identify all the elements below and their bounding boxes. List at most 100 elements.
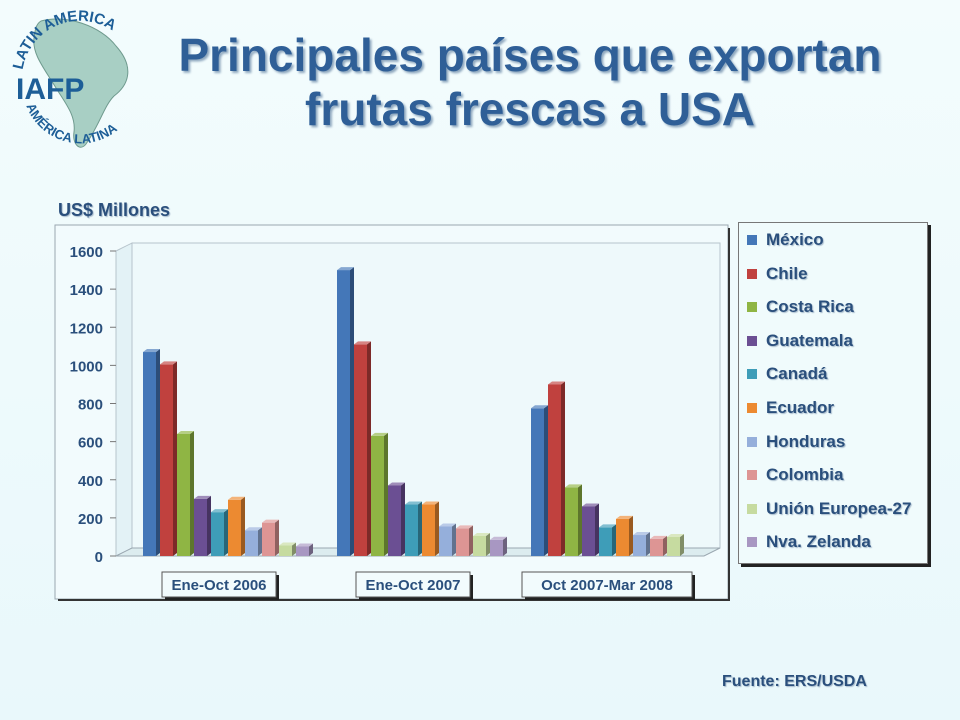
bar-top [371,432,388,436]
bar-side [367,341,371,556]
bar-side [241,496,245,556]
bar-top [160,361,177,365]
bar-side [469,525,473,556]
chart-legend: México Chile Costa Rica Guatemala Canadá Ecua… [738,222,928,564]
legend-label: Unión Europea-27 [766,498,912,518]
plot-frame-shadow [58,228,730,601]
bar-front [228,499,241,556]
y-tick-label: 1000 [70,358,103,375]
bar-side [663,535,667,556]
iafp-logo: IAFP LATIN AMERICA AMÉRICA LATINA [10,8,129,148]
bar-side [578,484,582,556]
bar-front [490,539,503,556]
bar-top [354,341,371,345]
bar-front [531,408,544,556]
bar [599,524,616,556]
bar-front [177,434,190,556]
bar-top [599,524,616,528]
y-axis-label: US$ Millones [58,200,171,220]
bar-top [582,503,599,507]
bar-top [405,501,422,505]
side-wall [115,242,133,557]
category-label-box [161,571,277,598]
bar-front [599,527,612,556]
bar-top [194,495,211,499]
legend-label: Canadá [766,364,828,384]
bar-front [194,498,207,556]
bar [296,543,313,556]
legend-item: México [747,229,824,251]
bar [228,496,245,556]
bar-side [595,503,599,556]
bar-side [452,523,456,556]
legend-label: Colombia [766,465,844,485]
bar [439,523,456,556]
bar [262,519,279,556]
bar-front [388,485,401,556]
legend-label: Guatemala [766,330,853,350]
bar [616,515,633,556]
bar-top [531,405,548,409]
category-label: Ene-Oct 2007 [365,577,460,594]
legend-label: Chile [766,263,808,283]
legend-swatch [747,537,757,548]
bar-front [548,384,561,556]
legend-label: Honduras [766,431,846,451]
bar-top [456,525,473,529]
bar-top [650,535,667,539]
bar [371,432,388,556]
category-label: Oct 2007-Mar 2008 [541,577,673,594]
legend-swatch [747,436,757,447]
legend-label: Nva. Zelanda [766,532,871,552]
bar-top [490,536,507,540]
bar-side [435,501,439,556]
bar-front [211,512,224,556]
y-tick-label: 1600 [70,244,103,261]
bar-top [245,527,262,531]
bar-top [279,542,296,546]
legend-item: Chile [747,263,808,285]
bar-top [422,501,439,505]
legend-item: Canadá [747,363,827,385]
bar-side [561,381,565,556]
bar-front [439,526,452,556]
bar [667,533,684,556]
bar-front [405,504,418,556]
bar-top [177,431,194,434]
bar [422,501,439,556]
bar [354,341,371,556]
bar-side [173,361,177,556]
bar-top [296,543,313,547]
y-tick-label: 1200 [70,320,103,337]
bar-side [612,524,616,556]
bar-side [207,495,211,556]
bar-side [646,532,650,556]
bar-side [350,267,354,556]
category-label-box [355,571,471,598]
bar-front [143,352,156,556]
legend-swatch [747,503,757,514]
bar [582,503,599,556]
bar [473,532,490,556]
bar-top [633,532,650,536]
bar-front [616,518,629,556]
bar [194,495,211,556]
bar [279,542,296,556]
y-tick-label: 400 [78,473,103,490]
y-tick-label: 200 [78,511,103,528]
bar [405,501,422,556]
legend-swatch [747,268,757,279]
bar-side [418,501,422,556]
bar-front [371,435,384,556]
bar [531,405,548,556]
bar-front [296,546,309,556]
bar-side [503,536,507,556]
legend-swatch [747,470,757,481]
legend-swatch [747,403,757,413]
legend-swatch [747,335,757,346]
legend-item: Honduras [747,431,845,453]
y-tick-label: 1400 [70,282,103,299]
bar [548,381,565,556]
bar-top [667,533,684,537]
